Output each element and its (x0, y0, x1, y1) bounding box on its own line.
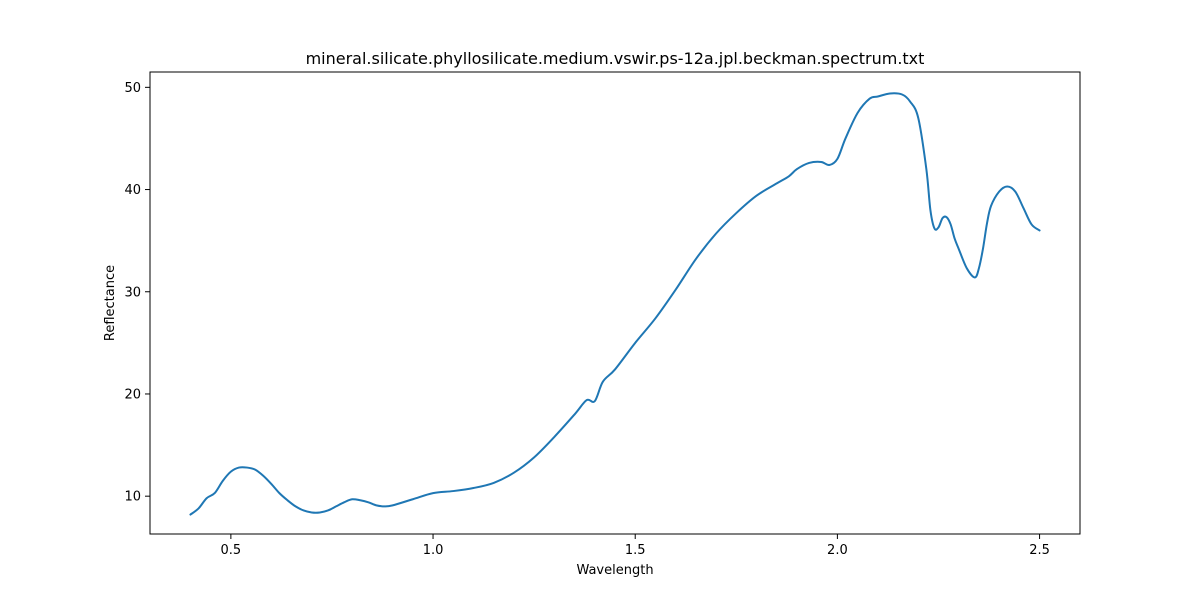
x-axis-label: Wavelength (576, 563, 653, 578)
x-tick-label: 0.5 (221, 543, 242, 558)
x-tick-label: 2.0 (827, 543, 848, 558)
y-tick-label: 50 (124, 81, 141, 96)
y-tick-label: 20 (124, 387, 141, 402)
y-axis: 10 20 30 40 50 (124, 81, 150, 505)
plot-frame (149, 71, 1081, 535)
y-tick-label: 40 (124, 183, 141, 198)
y-axis-label: Reflectance (103, 265, 118, 341)
x-tick-label: 1.5 (625, 543, 646, 558)
y-tick-label: 10 (124, 490, 141, 505)
x-tick-label: 1.0 (423, 543, 444, 558)
x-axis: 0.5 1.0 1.5 2.0 2.5 (221, 534, 1050, 558)
x-tick-label: 2.5 (1029, 543, 1050, 558)
reflectance-series-line (189, 92, 1041, 516)
plot-area (150, 72, 1080, 534)
chart-title: mineral.silicate.phyllosilicate.medium.v… (306, 49, 925, 68)
y-tick-label: 30 (124, 285, 141, 300)
